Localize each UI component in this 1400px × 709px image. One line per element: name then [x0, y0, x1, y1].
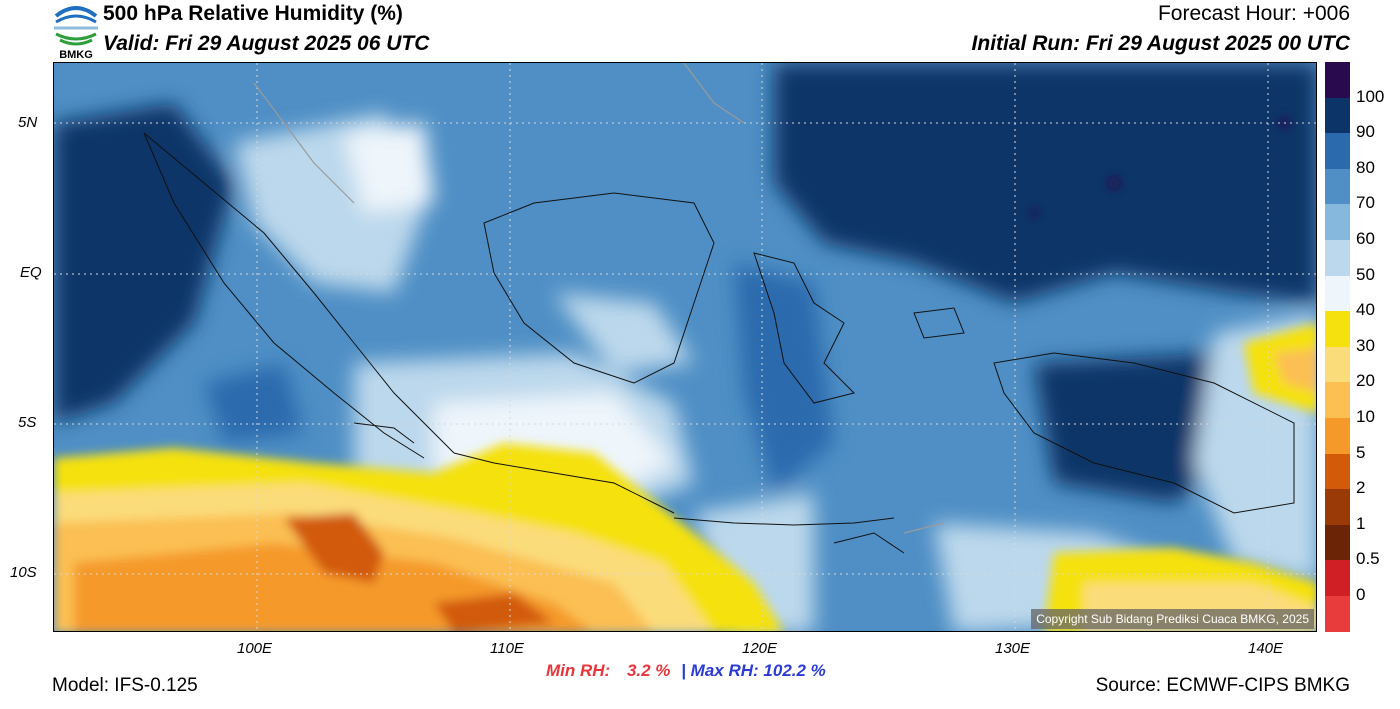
lon-label-120e: 120E	[742, 640, 778, 657]
colorbar-label: 90	[1356, 122, 1375, 142]
bmkg-logo-icon	[54, 6, 98, 46]
colorbar-label: 70	[1356, 193, 1375, 213]
colorbar-label: 0	[1356, 585, 1366, 604]
colorbar-cell	[1325, 596, 1350, 632]
colorbar-label: 10	[1356, 407, 1375, 426]
humidity-map: Copyright Sub Bidang Prediksi Cuaca BMKG…	[53, 62, 1317, 632]
lat-label-5s: 5S	[18, 414, 37, 431]
colorbar-cell	[1325, 133, 1350, 170]
colorbar-cell	[1325, 489, 1350, 526]
colorbar-cell	[1325, 418, 1350, 454]
lon-label-140e: 140E	[1248, 640, 1284, 657]
lon-label-130e: 130E	[995, 640, 1031, 657]
forecast-hour: Forecast Hour: +006	[1157, 2, 1350, 25]
coastline-outlines	[143, 132, 1295, 554]
colorbar-label: 0.5	[1356, 549, 1380, 569]
colorbar-cell	[1325, 97, 1350, 134]
colorbar-cell	[1325, 275, 1350, 312]
lon-label-100e: 100E	[237, 640, 273, 657]
colorbar-label: 2	[1356, 478, 1366, 498]
lat-label-eq: EQ	[20, 264, 42, 281]
colorbar-cell	[1325, 311, 1350, 348]
colorbar-cell	[1325, 524, 1350, 561]
colorbar-label: 5	[1356, 442, 1366, 462]
lat-label-10s: 10S	[10, 564, 37, 581]
colorbar-label: 40	[1356, 300, 1375, 320]
lon-label-110e: 110E	[490, 640, 524, 657]
colorbar-label: 80	[1356, 157, 1375, 177]
colorbar-cell	[1325, 204, 1350, 241]
initial-run: Initial Run: Fri 29 August 2025 00 UTC	[971, 32, 1350, 55]
rh-stats: Min RH: 3.2 % | Max RH: 102.2 %	[546, 661, 826, 681]
chart-title: 500 hPa Relative Humidity (%)	[103, 2, 403, 25]
colorbar-label: 20	[1356, 371, 1375, 391]
colorbar-label: 30	[1356, 335, 1375, 355]
min-rh-value: 3.2 %	[626, 661, 671, 680]
logo-text: BMKG	[59, 49, 93, 61]
colorbar-label: 50	[1356, 264, 1375, 284]
colorbar-cell	[1325, 62, 1350, 98]
colorbar-label: 60	[1356, 229, 1375, 248]
bmkg-logo: BMKG	[52, 2, 100, 61]
max-rh-label: Max RH:	[690, 661, 759, 680]
stats-separator: |	[681, 661, 686, 680]
min-rh-label: Min RH:	[546, 661, 611, 680]
colorbar-cell	[1325, 382, 1350, 419]
colorbar-cell	[1325, 560, 1350, 597]
copyright-note: Copyright Sub Bidang Prediksi Cuaca BMKG…	[1031, 609, 1314, 629]
valid-time: Valid: Fri 29 August 2025 06 UTC	[103, 32, 430, 55]
colorbar-label: 1	[1356, 513, 1366, 533]
colorbar-cell	[1325, 240, 1350, 276]
colorbar-cell	[1325, 453, 1350, 490]
lat-label-5n: 5N	[18, 114, 38, 131]
humidity-field	[54, 63, 1316, 631]
colorbar-label: 100	[1356, 86, 1385, 106]
max-rh-value: 102.2 %	[763, 661, 826, 680]
colorbar-cell	[1325, 168, 1350, 205]
model-info: Model: IFS-0.125	[52, 675, 198, 696]
colorbar-cell	[1325, 346, 1350, 383]
source-info: Source: ECMWF-CIPS BMKG	[1095, 675, 1350, 696]
